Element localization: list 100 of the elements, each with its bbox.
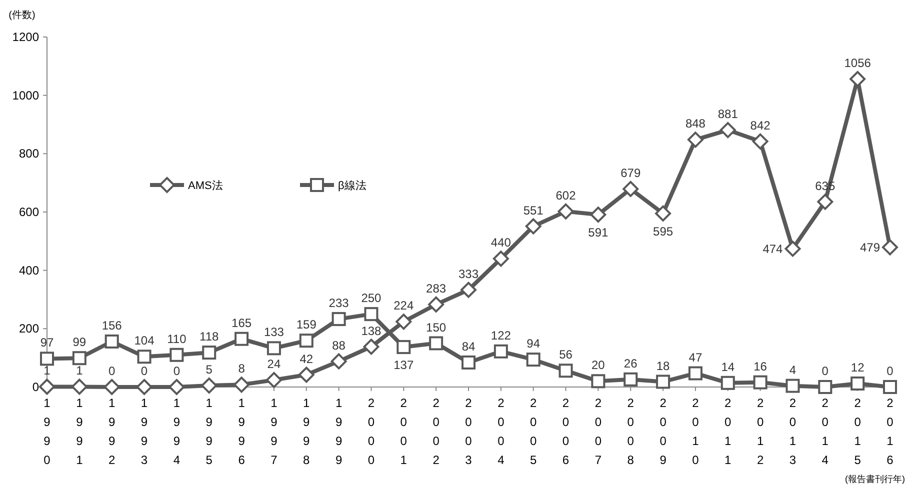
x-tick-label: 2000	[368, 396, 375, 467]
data-label: 94	[526, 336, 540, 351]
x-tick-label: 2005	[530, 396, 537, 467]
x-tick-label: 2001	[400, 396, 408, 467]
point	[720, 122, 736, 138]
point	[40, 352, 54, 366]
data-label: 16	[754, 359, 768, 374]
point	[753, 375, 768, 390]
point	[591, 374, 606, 388]
point	[687, 132, 704, 148]
point	[462, 356, 476, 370]
data-label: 56	[559, 348, 573, 362]
legend-label: AMS法	[188, 179, 223, 192]
data-label: 84	[462, 340, 476, 354]
point	[624, 372, 638, 386]
data-label: 602	[556, 188, 576, 202]
point	[460, 282, 476, 298]
x-tick-label: 2006	[562, 396, 570, 467]
y-tick-label: 400	[18, 263, 40, 278]
data-label: 283	[426, 281, 446, 296]
point	[428, 296, 444, 312]
data-label: 159	[296, 318, 317, 332]
point	[688, 366, 702, 380]
x-tick-label: 2014	[822, 396, 829, 467]
point	[136, 379, 152, 395]
x-tick-label: 2002	[432, 396, 440, 467]
x-tick-label: 2004	[498, 396, 505, 467]
data-label: 0	[822, 364, 829, 378]
point	[234, 332, 249, 346]
point	[266, 372, 282, 388]
point	[298, 366, 314, 383]
data-label: 8	[238, 362, 246, 376]
data-label: 679	[620, 166, 641, 180]
point	[396, 314, 412, 330]
x-tick-label: 1995	[206, 396, 213, 467]
data-label: 122	[490, 328, 512, 342]
point	[786, 378, 800, 393]
x-tick-label: 2013	[789, 396, 796, 467]
legend-label: β線法	[338, 179, 366, 192]
y-tick-label: 800	[18, 146, 40, 161]
data-label: 150	[426, 320, 446, 334]
x-tick-label: 2016	[886, 396, 894, 467]
data-label: 137	[394, 358, 414, 372]
data-label: 24	[267, 357, 281, 371]
point	[818, 380, 832, 394]
data-label: 591	[588, 226, 609, 240]
point	[363, 338, 380, 355]
data-label: 333	[458, 266, 479, 281]
point	[492, 250, 509, 267]
point	[784, 240, 801, 257]
point	[850, 376, 865, 390]
point	[168, 379, 185, 395]
point	[720, 376, 735, 390]
x-tick-label: 2011	[724, 396, 732, 467]
y-tick-label: 1000	[12, 88, 40, 102]
point	[170, 348, 184, 362]
x-tick-label: 2015	[854, 396, 862, 467]
data-label: 26	[624, 356, 638, 370]
data-label: 12	[850, 360, 865, 374]
point	[104, 379, 120, 395]
point	[558, 364, 573, 378]
data-label: 47	[688, 350, 702, 364]
y-tick-label: 600	[18, 205, 40, 219]
point	[526, 352, 540, 367]
point	[622, 180, 639, 197]
x-tick-label: 1996	[238, 396, 246, 467]
x-tick-label: 1994	[173, 396, 180, 467]
point	[332, 312, 346, 326]
data-label: 1	[76, 364, 84, 378]
data-label: 479	[860, 240, 880, 254]
x-tick-label: 1993	[140, 396, 148, 467]
data-label: 133	[264, 325, 284, 340]
data-label: 156	[102, 318, 122, 332]
point	[396, 340, 411, 354]
x-tick-label: 1997	[270, 396, 278, 467]
x-tick-label: 2009	[660, 396, 667, 467]
point	[590, 206, 606, 223]
y-tick-label: 200	[18, 322, 40, 336]
point	[494, 344, 508, 358]
data-label: 0	[108, 364, 116, 378]
point	[429, 336, 444, 350]
x-tick-label: 1990	[44, 396, 51, 467]
data-label: 551	[523, 203, 544, 218]
point	[202, 346, 216, 360]
data-label: 110	[167, 332, 187, 346]
data-label: 88	[332, 338, 346, 352]
data-label: 0	[140, 364, 148, 378]
data-label: 1056	[844, 56, 872, 70]
x-tick-label: 1999	[335, 396, 342, 467]
point	[364, 307, 378, 322]
data-label: 881	[718, 107, 738, 122]
data-label: 0	[173, 364, 180, 378]
x-tick-label: 2008	[627, 396, 634, 467]
data-label: 118	[200, 330, 219, 344]
data-label: 4	[789, 362, 796, 377]
data-label: 842	[750, 118, 771, 132]
data-label: 20	[592, 358, 606, 372]
point	[72, 351, 86, 366]
point	[525, 218, 542, 234]
data-label: 138	[361, 324, 382, 338]
